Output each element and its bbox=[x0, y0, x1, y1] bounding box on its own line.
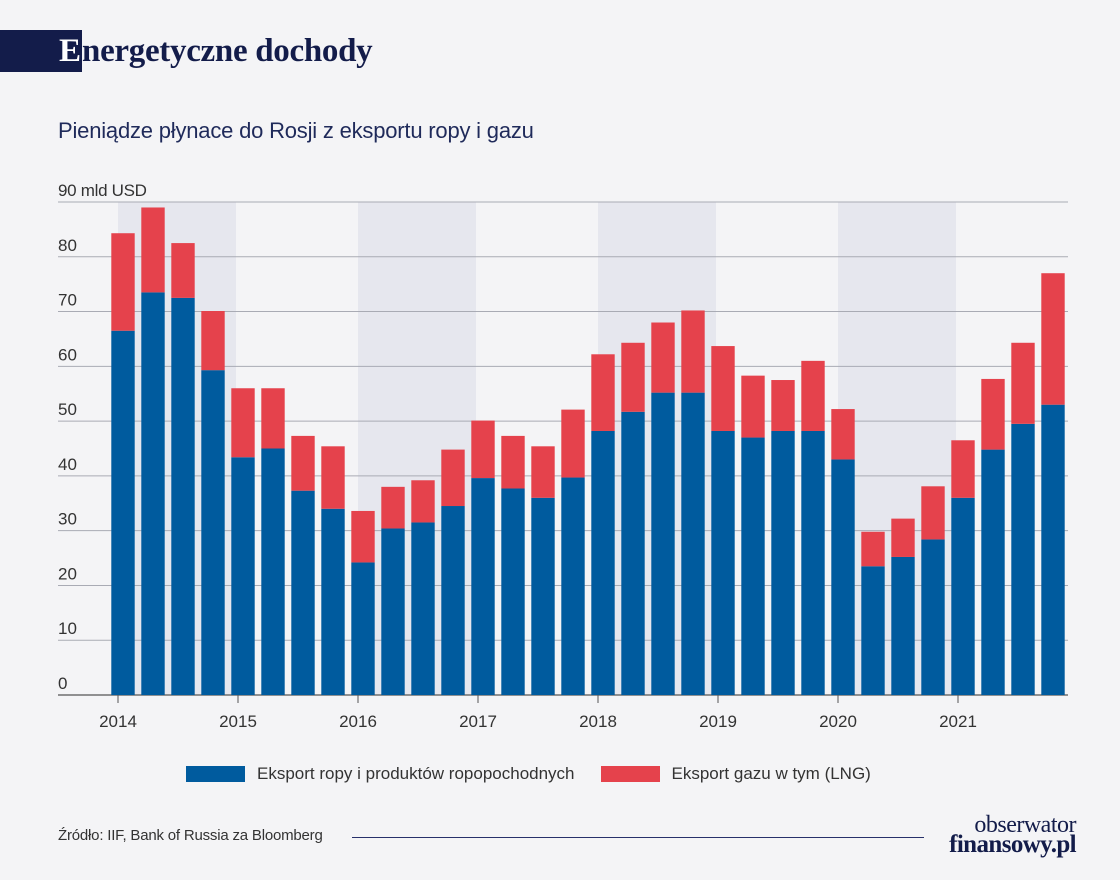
bar-oil-29 bbox=[981, 449, 1005, 695]
y-tick-label-10: 10 bbox=[58, 619, 77, 638]
y-tick-label-80: 80 bbox=[58, 236, 77, 255]
x-tick-label-2021: 2021 bbox=[939, 712, 977, 731]
bar-oil-20 bbox=[711, 430, 735, 695]
bar-oil-12 bbox=[471, 478, 495, 695]
x-tick-label-2016: 2016 bbox=[339, 712, 377, 731]
legend-swatch-oil bbox=[186, 766, 245, 782]
title-initial: E bbox=[57, 30, 83, 72]
bar-oil-2 bbox=[171, 297, 195, 695]
legend-item-gas: Eksport gazu w tym (LNG) bbox=[600, 764, 871, 784]
bar-gas-20 bbox=[711, 346, 735, 431]
publisher-logo: obserwator finansowy.pl bbox=[936, 812, 1076, 858]
y-tick-label-20: 20 bbox=[58, 564, 77, 583]
y-tick-label-0: 0 bbox=[58, 674, 67, 693]
bar-gas-26 bbox=[891, 518, 915, 557]
bar-gas-17 bbox=[621, 342, 645, 412]
bar-gas-5 bbox=[261, 388, 285, 449]
bar-oil-17 bbox=[621, 411, 645, 695]
y-tick-label-40: 40 bbox=[58, 455, 77, 474]
title-text: nergetyczne dochody bbox=[82, 33, 373, 69]
y-tick-label-60: 60 bbox=[58, 345, 77, 364]
bar-oil-6 bbox=[291, 490, 315, 695]
bar-oil-25 bbox=[861, 566, 885, 695]
bar-gas-7 bbox=[321, 446, 345, 509]
bar-gas-0 bbox=[111, 233, 135, 331]
bar-gas-4 bbox=[231, 388, 255, 458]
bar-gas-28 bbox=[951, 440, 975, 498]
bar-gas-1 bbox=[141, 207, 165, 293]
x-tick-label-2020: 2020 bbox=[819, 712, 857, 731]
bar-gas-8 bbox=[351, 510, 375, 563]
bar-gas-23 bbox=[801, 360, 825, 431]
y-tick-label-70: 70 bbox=[58, 291, 77, 310]
bar-oil-5 bbox=[261, 448, 285, 695]
chart-legend: Eksport ropy i produktów ropopochodnych … bbox=[186, 764, 897, 784]
bar-gas-3 bbox=[201, 311, 225, 371]
bar-oil-30 bbox=[1011, 423, 1035, 695]
source-divider bbox=[352, 837, 924, 838]
y-unit-label: 90 mld USD bbox=[58, 181, 147, 200]
bar-gas-2 bbox=[171, 243, 195, 298]
bar-gas-29 bbox=[981, 378, 1005, 450]
y-tick-label-50: 50 bbox=[58, 400, 77, 419]
x-tick-label-2015: 2015 bbox=[219, 712, 257, 731]
x-tick-label-2019: 2019 bbox=[699, 712, 737, 731]
bar-oil-21 bbox=[741, 437, 765, 695]
bar-oil-0 bbox=[111, 330, 135, 695]
legend-label-gas: Eksport gazu w tym (LNG) bbox=[671, 764, 871, 783]
legend-swatch-gas bbox=[600, 766, 660, 782]
bar-oil-11 bbox=[441, 506, 465, 695]
logo-bottom-text: finansowy.pl bbox=[949, 831, 1076, 858]
bar-gas-14 bbox=[531, 446, 555, 498]
source-note: Źródło: IIF, Bank of Russia za Bloomberg bbox=[58, 827, 323, 844]
bar-gas-21 bbox=[741, 375, 765, 438]
bar-oil-26 bbox=[891, 556, 915, 695]
bar-gas-10 bbox=[411, 480, 435, 523]
bar-gas-11 bbox=[441, 449, 465, 507]
bar-oil-24 bbox=[831, 459, 855, 695]
legend-item-oil: Eksport ropy i produktów ropopochodnych bbox=[186, 764, 575, 784]
bar-gas-25 bbox=[861, 531, 885, 567]
bar-gas-18 bbox=[651, 322, 675, 393]
bar-gas-16 bbox=[591, 354, 615, 431]
bar-oil-8 bbox=[351, 562, 375, 695]
bar-oil-27 bbox=[921, 539, 945, 695]
logo-top-text: obserwator bbox=[974, 812, 1076, 838]
bar-gas-27 bbox=[921, 486, 945, 540]
bar-oil-15 bbox=[561, 477, 585, 695]
bar-gas-15 bbox=[561, 409, 585, 478]
bar-oil-19 bbox=[681, 392, 705, 695]
bar-oil-31 bbox=[1041, 404, 1065, 695]
bar-oil-14 bbox=[531, 497, 555, 695]
bar-gas-31 bbox=[1041, 273, 1065, 405]
bar-oil-18 bbox=[651, 392, 675, 695]
y-tick-label-30: 30 bbox=[58, 510, 77, 529]
bar-oil-13 bbox=[501, 488, 525, 695]
bar-oil-4 bbox=[231, 457, 255, 695]
bar-oil-7 bbox=[321, 508, 345, 695]
bar-gas-9 bbox=[381, 486, 405, 529]
bar-oil-22 bbox=[771, 430, 795, 695]
chart-subtitle: Pieniądze płynace do Rosji z eksportu ro… bbox=[58, 118, 534, 143]
bar-oil-3 bbox=[201, 370, 225, 695]
x-tick-label-2014: 2014 bbox=[99, 712, 137, 731]
bar-gas-22 bbox=[771, 380, 795, 431]
bar-oil-28 bbox=[951, 497, 975, 695]
bar-oil-10 bbox=[411, 522, 435, 695]
bar-oil-1 bbox=[141, 292, 165, 695]
legend-label-oil: Eksport ropy i produktów ropopochodnych bbox=[257, 764, 575, 783]
bar-oil-16 bbox=[591, 430, 615, 695]
bar-gas-30 bbox=[1011, 342, 1035, 424]
x-tick-label-2018: 2018 bbox=[579, 712, 617, 731]
bar-oil-23 bbox=[801, 430, 825, 695]
bar-gas-12 bbox=[471, 420, 495, 479]
bar-gas-24 bbox=[831, 409, 855, 460]
bar-oil-9 bbox=[381, 528, 405, 695]
x-tick-label-2017: 2017 bbox=[459, 712, 497, 731]
bar-gas-19 bbox=[681, 310, 705, 393]
bar-gas-13 bbox=[501, 435, 525, 489]
bar-gas-6 bbox=[291, 435, 315, 491]
